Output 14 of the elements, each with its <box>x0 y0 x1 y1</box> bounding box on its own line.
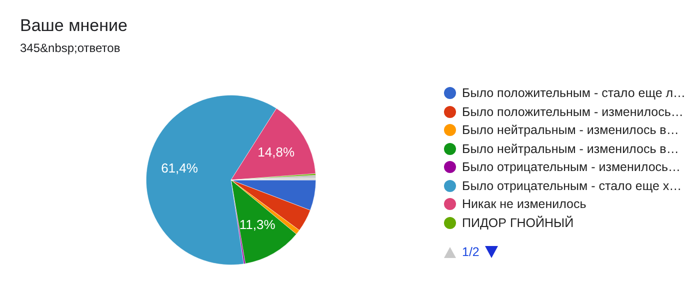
legend-label: Было нейтральным - изменилось в… <box>462 142 679 156</box>
data-label: 11,3% <box>239 217 276 232</box>
legend-label: Было положительным - стало еще л… <box>462 86 686 100</box>
text: 1/2 <box>462 245 480 259</box>
legend-label: Было отрицательным - стало еще х… <box>462 178 682 193</box>
data-label: 61,4% <box>161 160 198 176</box>
data-label: 14,8% <box>258 144 295 160</box>
legend-label: Было отрицательным - изменилось… <box>462 160 681 174</box>
chart-subtitle: 345&nbsp;ответов <box>20 41 120 55</box>
legend-label: Было нейтральным - изменилось в… <box>462 123 679 138</box>
legend-label: Было положительным - изменилось… <box>462 104 684 119</box>
chart-title: Ваше мнение <box>20 16 128 36</box>
legend-label: Никак не изменилось <box>462 197 586 212</box>
legend-label: ПИДОР ГНОЙНЫЙ <box>462 216 574 230</box>
